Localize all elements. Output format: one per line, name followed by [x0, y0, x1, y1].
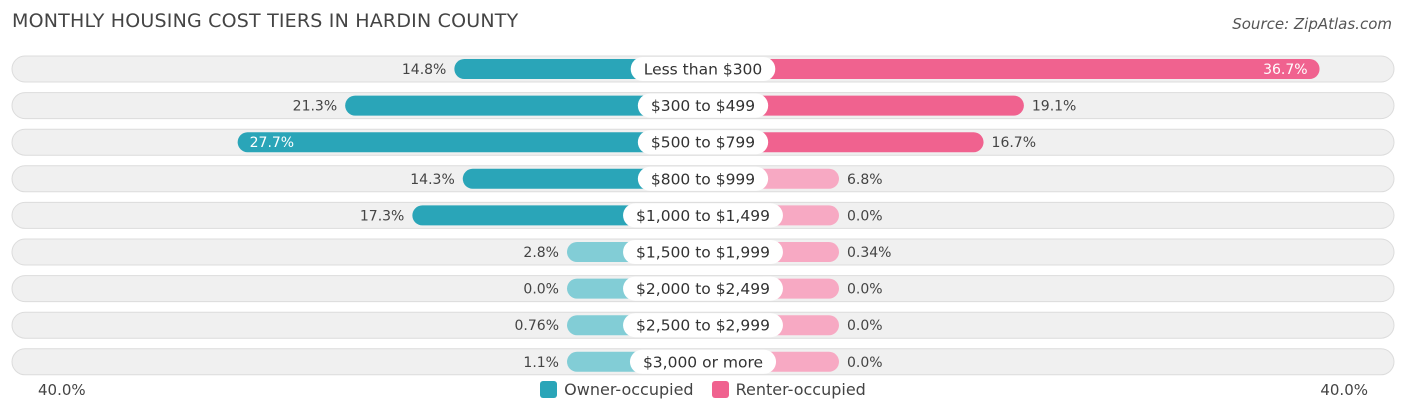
category-label-pill: [637, 130, 769, 155]
value-label-renter: 0.0%: [847, 208, 883, 224]
legend-item-renter: Renter-occupied: [711, 380, 866, 399]
chart-title: MONTHLY HOUSING COST TIERS IN HARDIN COU…: [12, 10, 519, 32]
value-label-owner: 0.0%: [523, 282, 559, 298]
category-label: $1,500 to $1,999: [636, 244, 770, 262]
category-label: Less than $300: [644, 61, 763, 79]
value-label-renter: 16.7%: [992, 135, 1036, 151]
category-label: $500 to $799: [651, 134, 755, 152]
value-label-owner: 14.3%: [410, 172, 454, 188]
category-label: $800 to $999: [651, 170, 755, 188]
category-label-pill: [623, 276, 783, 301]
value-label-renter: 19.1%: [1032, 99, 1076, 115]
value-label-owner: 27.7%: [250, 135, 294, 151]
axis-left-label: 40.0%: [38, 381, 86, 399]
value-label-owner: 17.3%: [360, 208, 404, 224]
category-label: $2,000 to $2,499: [636, 280, 770, 298]
category-label: $1,000 to $1,499: [636, 207, 770, 225]
legend-swatch-owner: [540, 381, 558, 398]
category-label: $300 to $499: [651, 97, 755, 115]
value-label-renter: 0.34%: [847, 245, 891, 261]
category-label-pill: [623, 313, 783, 338]
category-label-pill: [637, 93, 769, 118]
legend-item-owner: Owner-occupied: [540, 380, 694, 399]
value-label-owner: 0.76%: [515, 318, 559, 334]
category-label-pill: [623, 203, 783, 228]
value-label-owner: 21.3%: [293, 99, 337, 115]
value-label-renter: 0.0%: [847, 282, 883, 298]
legend: Owner-occupied Renter-occupied: [0, 380, 1406, 399]
category-label-pill: [623, 240, 783, 264]
category-label-pill: [630, 57, 776, 81]
bar-renter: [703, 95, 1024, 116]
value-label-owner: 14.8%: [402, 62, 446, 78]
value-label-renter: 0.0%: [847, 318, 883, 334]
value-label-owner: 2.8%: [523, 245, 559, 261]
legend-label-renter: Renter-occupied: [735, 380, 866, 399]
bar-owner: [237, 132, 703, 153]
bar-renter: [703, 59, 1320, 79]
legend-label-owner: Owner-occupied: [564, 380, 694, 399]
bar-owner: [345, 95, 703, 116]
category-label-pill: [629, 349, 777, 374]
value-label-renter: 0.0%: [847, 355, 883, 371]
value-label-owner: 1.1%: [523, 355, 559, 371]
value-label-renter: 6.8%: [847, 172, 883, 188]
legend-swatch-renter: [711, 381, 729, 398]
value-label-renter: 36.7%: [1263, 62, 1307, 78]
category-label: $3,000 or more: [643, 353, 763, 371]
axis-right-label: 40.0%: [1320, 381, 1368, 399]
category-label-pill: [637, 166, 769, 191]
bar-renter: [703, 132, 984, 153]
category-label: $2,500 to $2,999: [636, 317, 770, 335]
chart-source: Source: ZipAtlas.com: [1232, 15, 1392, 33]
